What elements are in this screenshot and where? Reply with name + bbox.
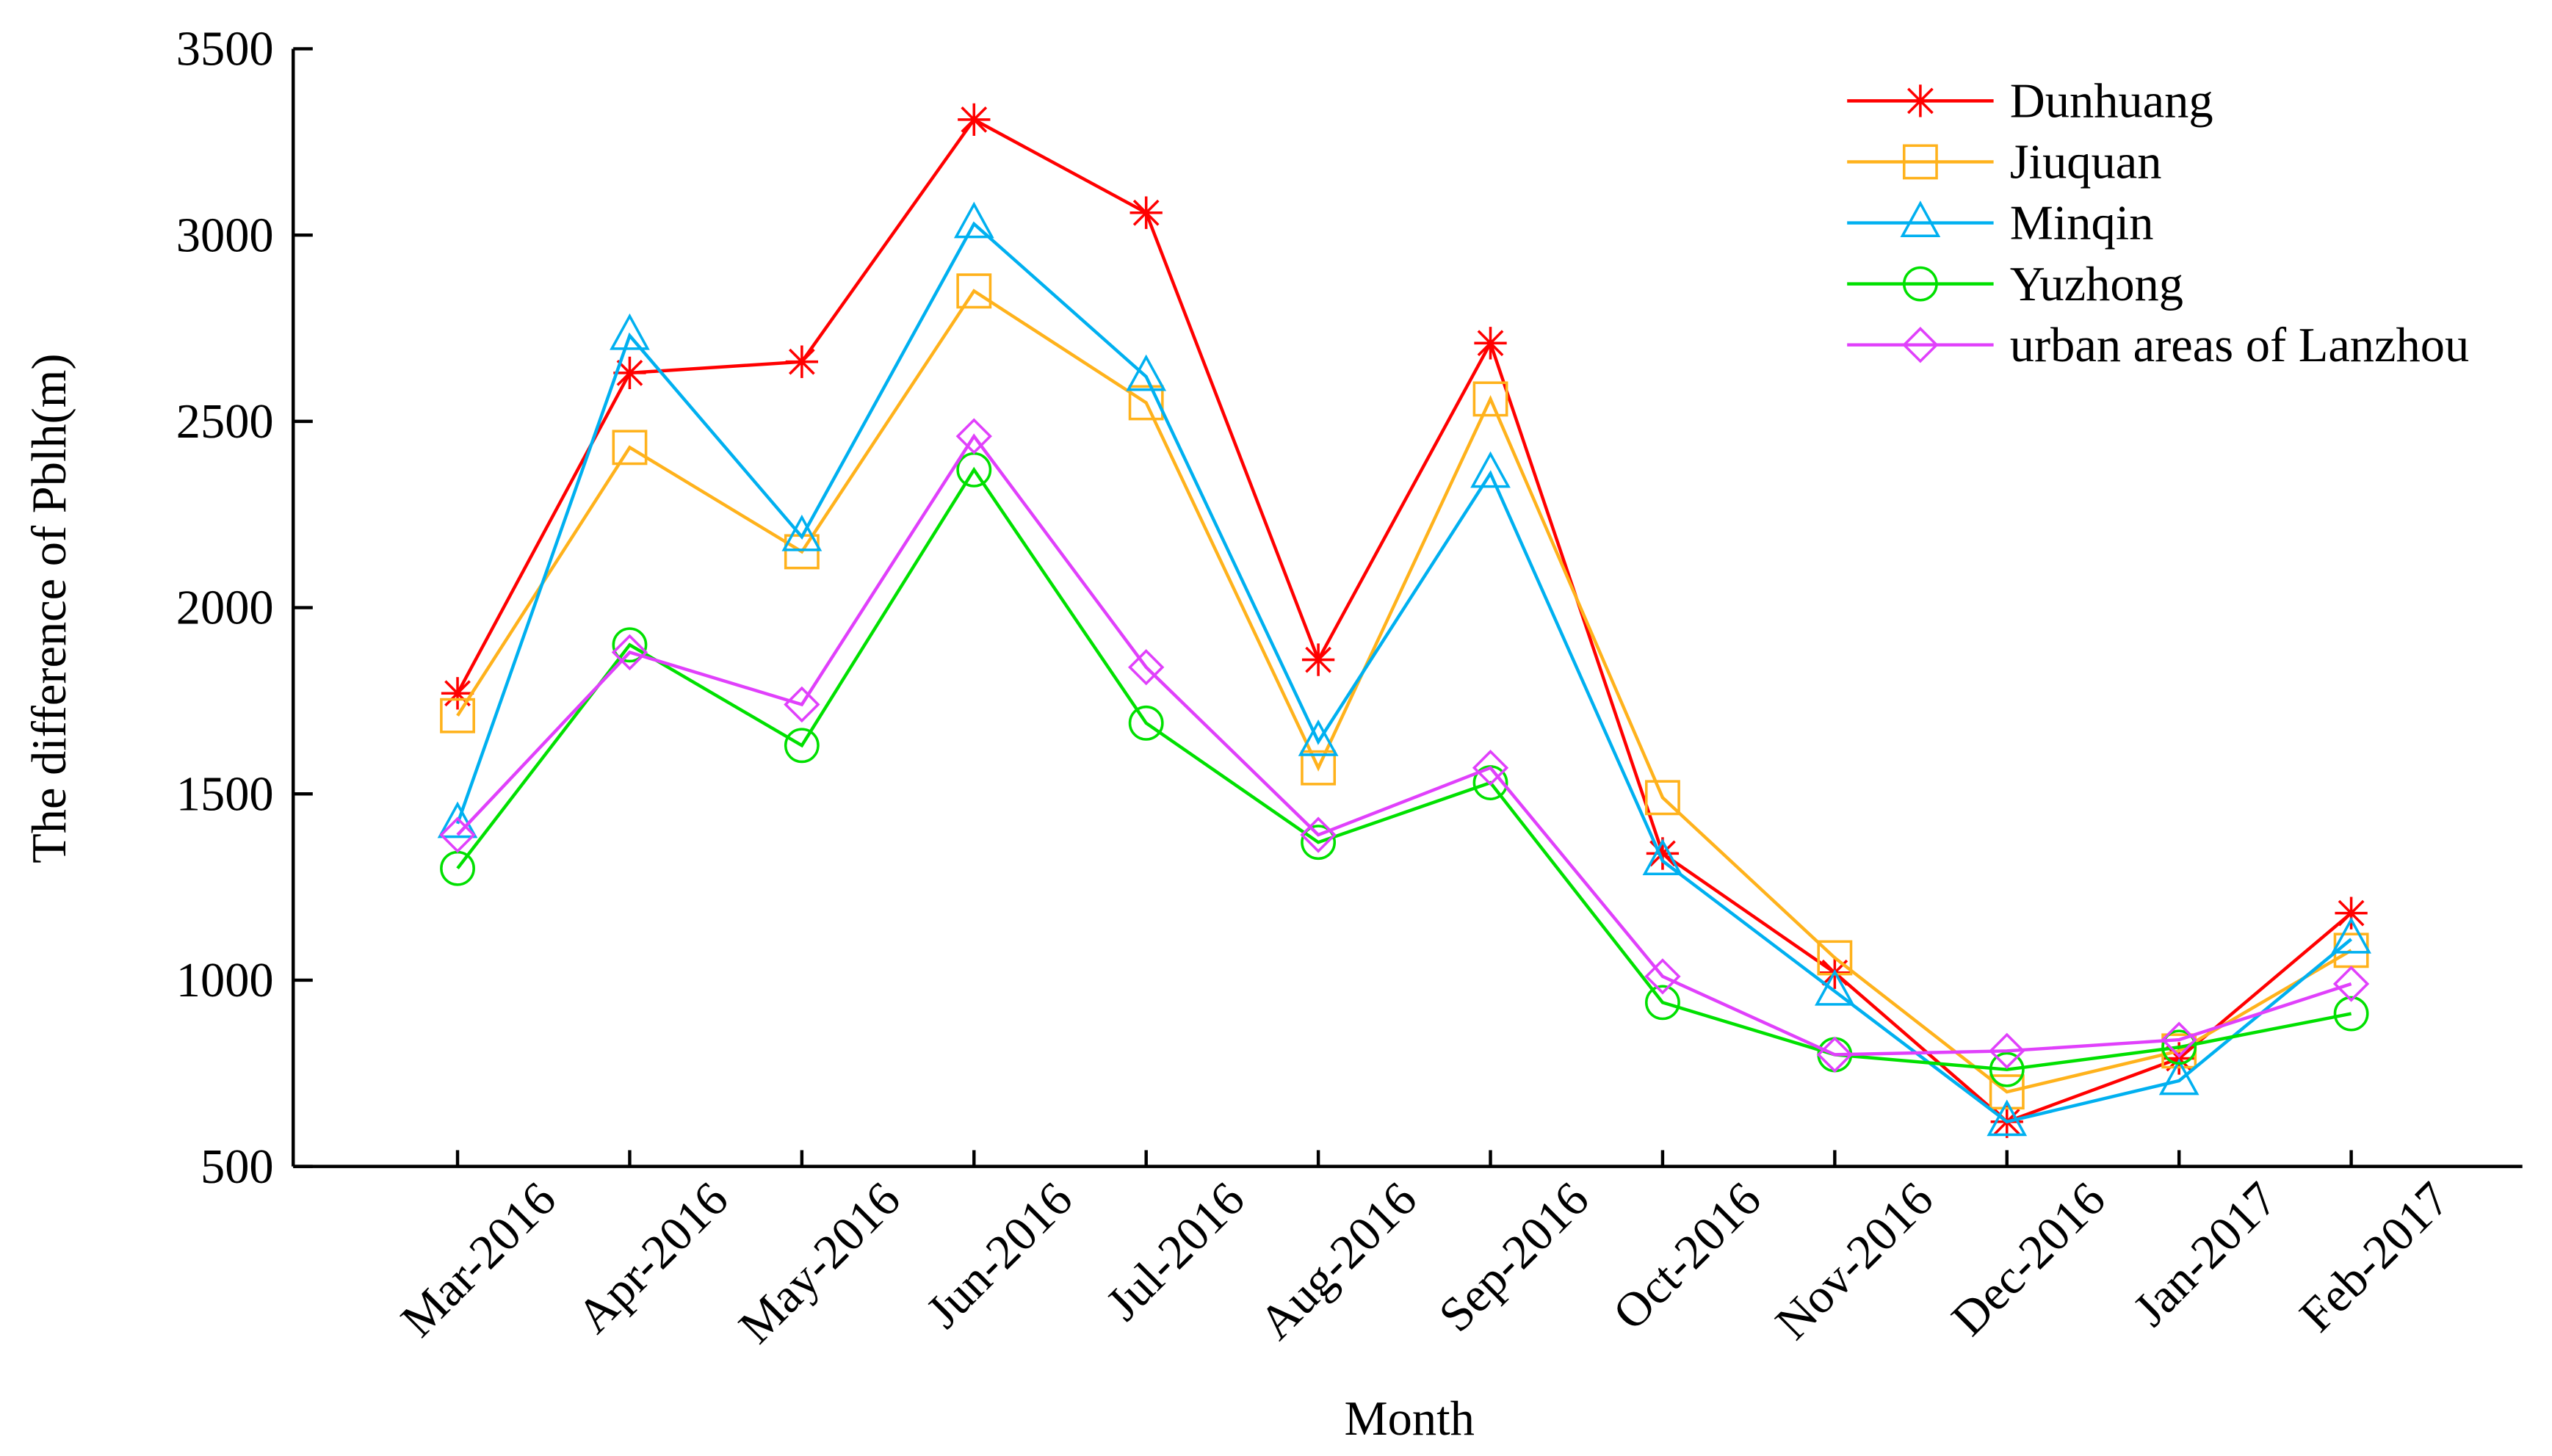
x-tick-label: Apr-2016 <box>567 1172 738 1343</box>
marker <box>781 514 823 551</box>
x-tick-label: Jul-2016 <box>1096 1172 1255 1330</box>
legend-label: Yuzhong <box>2010 258 2183 311</box>
marker <box>1301 825 1337 861</box>
marker <box>2161 1029 2197 1065</box>
x-tick-label: Dec-2016 <box>1942 1172 2116 1346</box>
marker <box>612 627 648 663</box>
y-tick-label: 3000 <box>176 209 274 262</box>
marker <box>1816 1036 1854 1073</box>
x-tick-label: Sep-2016 <box>1429 1172 1599 1342</box>
y-axis-label: The difference of Pblh(m) <box>23 353 76 863</box>
x-tick-label: Mar-2016 <box>391 1172 566 1347</box>
marker <box>2335 897 2368 930</box>
series <box>440 273 2369 1110</box>
marker <box>2163 1042 2196 1075</box>
series <box>440 452 2369 1087</box>
y-tick-label: 2500 <box>176 395 274 449</box>
series <box>439 418 2370 1073</box>
marker <box>1644 958 1681 995</box>
marker <box>611 634 648 671</box>
marker <box>441 677 474 710</box>
marker <box>784 686 820 723</box>
x-tick-label: Feb-2017 <box>2290 1172 2460 1342</box>
legend-label: urban areas of Lanzhou <box>2010 319 2469 372</box>
marker <box>1298 719 1339 756</box>
x-tick-label: Nov-2016 <box>1765 1172 1943 1350</box>
marker <box>2161 1021 2197 1058</box>
y-tick-label: 1500 <box>176 767 274 821</box>
marker <box>1301 750 1337 786</box>
marker <box>1128 385 1164 421</box>
marker <box>955 418 992 454</box>
y-tick-label: 2000 <box>176 582 274 635</box>
marker <box>1814 968 1855 1006</box>
y-tick-label: 500 <box>200 1140 274 1194</box>
series-line <box>456 289 2352 1094</box>
marker <box>1300 816 1337 853</box>
marker <box>2332 966 2370 1002</box>
marker <box>784 728 820 764</box>
marker <box>1646 837 1680 870</box>
x-tick-label: Jan-2017 <box>2123 1172 2288 1336</box>
legend-marker <box>1902 327 1939 363</box>
x-axis-label: Month <box>1345 1392 1475 1446</box>
x-tick-label: May-2016 <box>729 1172 910 1353</box>
marker <box>958 103 991 137</box>
legend-label: Dunhuang <box>2010 75 2213 128</box>
legend: Dunhuang Jiuquan Minqin Yuzhong urban areas … <box>1847 75 2469 372</box>
marker <box>1472 750 1509 786</box>
marker <box>2331 916 2371 954</box>
marker <box>1645 985 1680 1021</box>
marker <box>956 273 992 309</box>
series-line <box>456 433 2352 1057</box>
marker <box>1642 839 1683 876</box>
series-line <box>456 466 2352 1071</box>
marker <box>1989 1074 2025 1110</box>
series-line <box>456 117 2353 1124</box>
marker <box>1129 196 1163 229</box>
marker <box>1472 381 1508 417</box>
marker <box>437 801 478 839</box>
marker <box>612 430 648 466</box>
marker <box>1126 354 1167 391</box>
marker <box>1989 1051 2025 1087</box>
x-tick-label: Aug-2016 <box>1249 1172 1427 1350</box>
y-tick-label: 3500 <box>176 23 274 76</box>
legend-marker <box>1900 200 1941 238</box>
marker <box>610 313 650 350</box>
marker <box>2158 1058 2199 1095</box>
series-line <box>455 221 2353 1124</box>
marker <box>1470 451 1511 488</box>
marker <box>1645 780 1680 816</box>
legend-marker <box>1904 84 1937 117</box>
legend-marker <box>1902 266 1938 302</box>
marker <box>953 201 994 239</box>
marker <box>613 356 646 390</box>
marker <box>1128 705 1164 741</box>
marker <box>1128 649 1165 686</box>
series <box>437 201 2371 1137</box>
marker <box>1989 1032 2025 1069</box>
marker <box>1987 1099 2028 1137</box>
marker <box>439 816 476 853</box>
marker <box>2333 996 2369 1032</box>
y-tick-label: 1000 <box>176 954 274 1007</box>
legend-label: Minqin <box>2010 197 2154 250</box>
legend-label: Jiuquan <box>2010 136 2162 189</box>
x-tick-label: Oct-2016 <box>1603 1172 1771 1340</box>
marker <box>1301 643 1335 676</box>
x-tick-label: Jun-2016 <box>917 1172 1083 1339</box>
marker <box>440 698 475 734</box>
marker <box>785 345 819 378</box>
marker <box>1474 327 1507 360</box>
legend-marker <box>1902 144 1938 180</box>
series <box>441 103 2368 1138</box>
